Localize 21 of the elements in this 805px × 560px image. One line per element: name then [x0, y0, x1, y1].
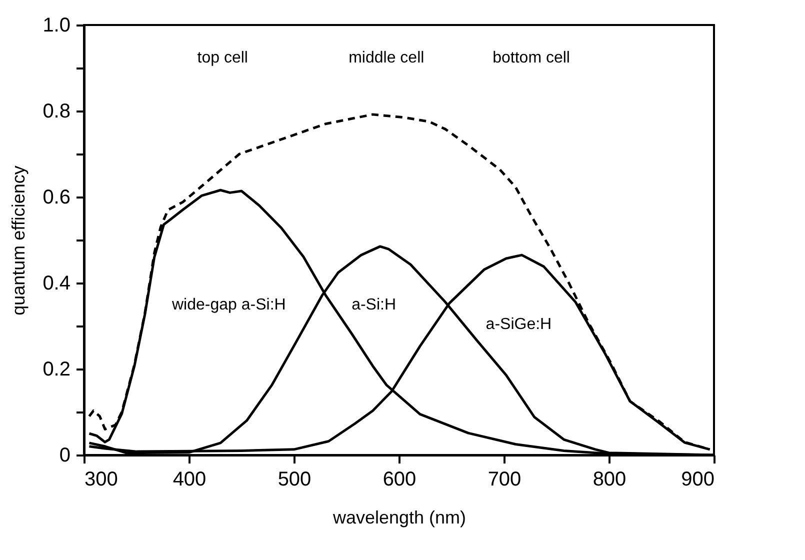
annotation: wide-gap a-Si:H	[170, 296, 286, 314]
y-tick-label: 1.0	[42, 14, 70, 36]
annotation: bottom cell	[492, 49, 570, 66]
y-tick-label: 0.2	[42, 358, 70, 380]
y-tick-label: 0.8	[42, 100, 70, 122]
annotation: top cell	[197, 49, 248, 66]
x-axis-title: wavelength (nm)	[332, 508, 466, 528]
x-tick-label: 400	[172, 468, 206, 490]
y-tick-label: 0.4	[42, 272, 70, 294]
y-tick-label: 0	[59, 444, 70, 466]
annotation: a-Si:H	[352, 296, 396, 314]
x-tick-label: 600	[382, 468, 416, 490]
y-tick-label: 0.6	[42, 186, 70, 208]
x-tick-label: 800	[592, 468, 626, 490]
annotation: a-SiGe:H	[486, 316, 552, 333]
annotation: middle cell	[348, 49, 424, 66]
x-tick-label: 900	[681, 468, 714, 490]
x-tick-label: 700	[488, 468, 522, 490]
x-tick-label: 500	[278, 468, 312, 490]
x-tick-label: 300	[84, 468, 118, 490]
y-axis-title: quantum efficiency	[8, 166, 29, 316]
